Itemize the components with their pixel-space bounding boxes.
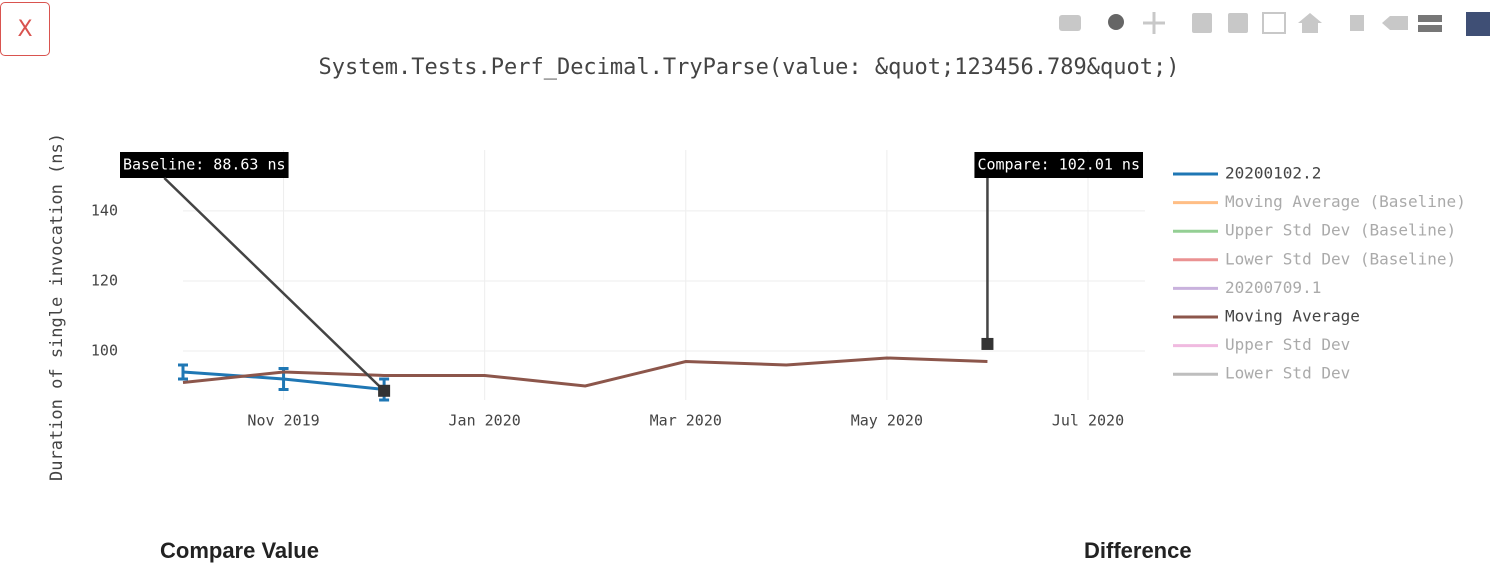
zoom-out-icon[interactable] (1228, 13, 1248, 33)
spike-icon[interactable] (1350, 15, 1364, 31)
zoom-icon[interactable] (1108, 14, 1124, 30)
legend-label[interactable]: 20200102.2 (1225, 164, 1321, 183)
x-tick-label: Jan 2020 (449, 412, 521, 430)
annotation: Compare: 102.01 ns (974, 152, 1143, 350)
annotation-text: Compare: 102.01 ns (977, 156, 1140, 174)
annotation-arrow (163, 177, 385, 392)
autoscale-icon[interactable] (1262, 12, 1286, 34)
error-bar (178, 363, 188, 381)
camera-icon[interactable] (1059, 15, 1081, 31)
chart-title: System.Tests.Perf_Decimal.TryParse(value… (319, 55, 1180, 80)
x-tick-label: Jul 2020 (1052, 412, 1124, 430)
legend-label[interactable]: Lower Std Dev (1225, 364, 1350, 383)
x-tick-label: May 2020 (851, 412, 923, 430)
series-line (182, 356, 988, 388)
y-tick-label: 120 (91, 271, 118, 289)
chart: System.Tests.Perf_Decimal.TryParse(value… (47, 12, 1490, 481)
y-tick-label: 100 (91, 341, 118, 359)
legend-label[interactable]: Lower Std Dev (Baseline) (1225, 249, 1456, 268)
legend-label[interactable]: Upper Std Dev (1225, 335, 1350, 354)
close-button[interactable]: X (0, 2, 50, 56)
hover-compare-icon[interactable] (1418, 15, 1442, 32)
home-icon[interactable] (1298, 13, 1322, 33)
annotation-text: Baseline: 88.63 ns (123, 156, 286, 174)
pan-icon[interactable] (1143, 12, 1165, 34)
legend-label[interactable]: Upper Std Dev (Baseline) (1225, 221, 1456, 240)
hover-closest-icon[interactable] (1382, 16, 1408, 30)
legend-label[interactable]: 20200709.1 (1225, 278, 1321, 297)
x-tick-label: Mar 2020 (650, 412, 722, 430)
legend-label[interactable]: Moving Average (Baseline) (1225, 192, 1466, 211)
plotly-logo[interactable] (1466, 12, 1490, 36)
y-tick-label: 140 (91, 201, 118, 219)
y-axis-title: Duration of single invocation (ns) (47, 133, 67, 481)
difference-heading: Difference (1084, 538, 1192, 563)
annotation-marker (378, 384, 391, 397)
modebar (1059, 12, 1490, 36)
legend-label[interactable]: Moving Average (1225, 307, 1360, 326)
x-tick-label: Nov 2019 (247, 412, 319, 430)
annotation-box (120, 152, 289, 178)
annotation: Baseline: 88.63 ns (120, 152, 391, 397)
annotation-marker (981, 337, 994, 350)
zoom-in-icon[interactable] (1192, 13, 1212, 33)
compare-value-heading: Compare Value (160, 538, 319, 563)
annotation-box (974, 152, 1143, 178)
